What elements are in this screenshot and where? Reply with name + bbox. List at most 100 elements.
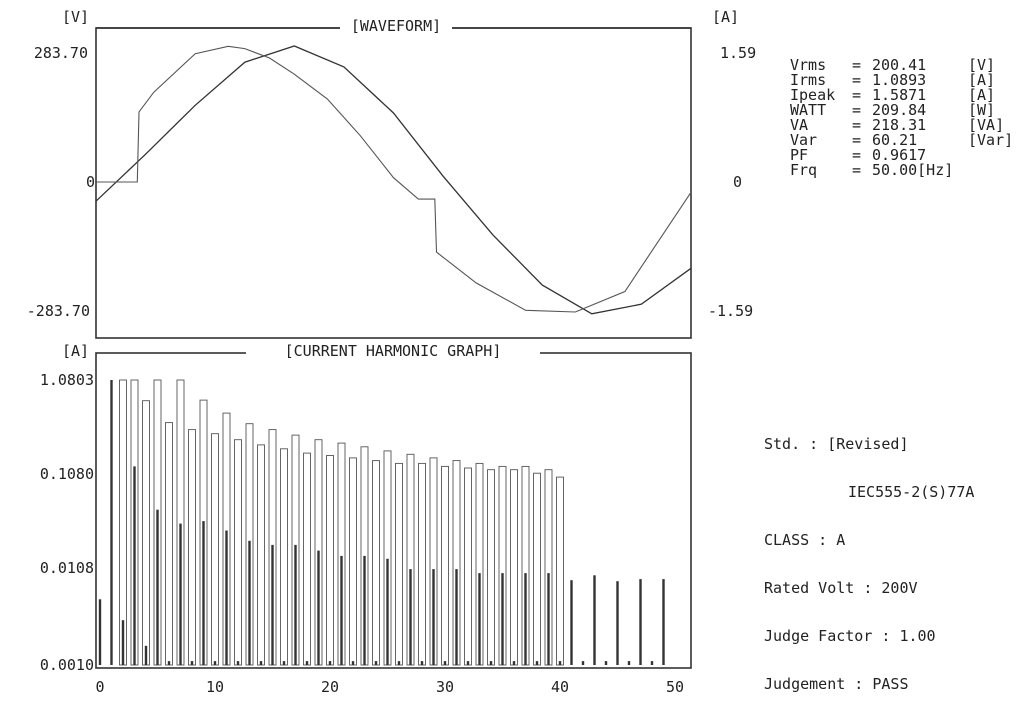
readout-equals: = bbox=[852, 131, 862, 149]
measured-bar bbox=[478, 573, 481, 665]
harmonic-y-tick: 0.0108 bbox=[40, 559, 94, 577]
harmonic-y-tick: 0.1080 bbox=[40, 465, 94, 483]
measured-bar bbox=[98, 599, 102, 665]
waveform-title: [WAVEFORM] bbox=[351, 17, 441, 35]
readout-key: Vrms bbox=[790, 56, 827, 74]
harmonic-bars bbox=[98, 379, 665, 666]
measured-bar bbox=[512, 661, 516, 665]
readout-key: Frq bbox=[790, 161, 818, 179]
measured-bar bbox=[558, 661, 562, 665]
measured-bar bbox=[363, 555, 366, 665]
limit-bar bbox=[418, 462, 426, 666]
measured-bar bbox=[489, 661, 493, 665]
harmonic-y-tick: 0.0010 bbox=[40, 656, 94, 674]
readout-row: VA = 218.31 [VA] bbox=[790, 118, 1013, 133]
judgement-block: Std. : [Revised] IEC555-2(S)77A CLASS : … bbox=[764, 404, 974, 708]
readout-value: 218.31 bbox=[872, 116, 927, 134]
limit-bar bbox=[533, 472, 541, 666]
limit-bar bbox=[556, 476, 564, 666]
measured-bar bbox=[179, 523, 182, 665]
measured-bar bbox=[535, 661, 539, 665]
measured-bar bbox=[570, 580, 573, 665]
readout-equals: = bbox=[852, 116, 862, 134]
harmonic-x-tick: 30 bbox=[436, 678, 454, 696]
measured-bar bbox=[202, 521, 205, 665]
measured-bar bbox=[294, 544, 297, 665]
harmonic-x-tick: 40 bbox=[551, 678, 569, 696]
readout-value: 0.9617 bbox=[872, 146, 927, 164]
measured-bar bbox=[386, 558, 389, 665]
current-tick-zero: 0 bbox=[733, 173, 742, 191]
voltage-waveform-line bbox=[95, 45, 692, 315]
standard-line: Std. : [Revised] bbox=[764, 435, 909, 453]
limit-bar bbox=[188, 429, 196, 666]
harmonic-y-ticks: 1.0803 0.1080 0.0108 0.0010 bbox=[40, 371, 94, 674]
readout-value: 60.21 bbox=[872, 131, 918, 149]
limit-bar bbox=[372, 460, 380, 666]
measured-bar bbox=[374, 661, 378, 665]
measured-bar bbox=[650, 661, 654, 665]
standard-continuation: IEC555-2(S)77A bbox=[848, 483, 975, 501]
measured-bar bbox=[501, 573, 504, 665]
readout-key: PF bbox=[790, 146, 809, 164]
measured-bar bbox=[581, 661, 585, 665]
limit-bar bbox=[349, 457, 357, 666]
readout-unit: [A] bbox=[968, 86, 996, 104]
measured-bar bbox=[156, 509, 159, 665]
measured-bar bbox=[524, 573, 527, 665]
limit-bar bbox=[303, 452, 311, 666]
harmonic-title-bg bbox=[246, 343, 540, 361]
measured-bar bbox=[466, 661, 470, 665]
readout-equals: = bbox=[852, 146, 862, 164]
measurement-readout: Vrms = 200.41 [V] Irms = 1.0893 [A] Ipeak = 1.5871… bbox=[790, 58, 1013, 178]
readout-key: Var bbox=[790, 131, 818, 149]
readout-row: Ipeak = 1.5871 [A] bbox=[790, 88, 1013, 103]
voltage-tick-max: 283.70 bbox=[34, 44, 88, 62]
waveform-frame bbox=[95, 27, 692, 339]
waveform-left-unit: [V] bbox=[62, 8, 89, 26]
waveform-panel: [WAVEFORM] [V] [A] 283.70 0 -283.70 1.59… bbox=[27, 8, 756, 339]
measured-bar bbox=[351, 661, 355, 665]
measured-bar bbox=[455, 569, 458, 665]
limit-bar bbox=[395, 462, 403, 666]
limit-bar bbox=[510, 469, 518, 666]
limit-bar bbox=[234, 439, 242, 666]
readout-unit: [V] bbox=[968, 56, 996, 74]
limit-bar bbox=[211, 433, 219, 666]
judge-factor-line: Judge Factor : 1.00 bbox=[764, 627, 936, 645]
measured-bar bbox=[236, 661, 240, 665]
readout-equals: = bbox=[852, 86, 862, 104]
limit-bar bbox=[487, 469, 495, 666]
readout-unit: [Var] bbox=[968, 131, 1014, 149]
measured-bar bbox=[225, 530, 228, 665]
measured-bar bbox=[593, 575, 596, 665]
readout-equals: = bbox=[852, 161, 862, 179]
measured-bar bbox=[259, 661, 263, 665]
current-tick-max: 1.59 bbox=[720, 44, 756, 62]
harmonic-frame bbox=[95, 352, 692, 669]
readout-unit: [W] bbox=[968, 101, 996, 119]
harmonic-y-tick: 1.0803 bbox=[40, 371, 94, 389]
readout-row: Vrms = 200.41 [V] bbox=[790, 58, 1013, 73]
harmonic-title: [CURRENT HARMONIC GRAPH] bbox=[285, 342, 502, 360]
measured-bar bbox=[340, 555, 343, 665]
readout-key: WATT bbox=[790, 101, 827, 119]
harmonic-x-tick: 10 bbox=[206, 678, 224, 696]
measured-bar bbox=[627, 661, 631, 665]
readout-row: Var = 60.21 [Var] bbox=[790, 133, 1013, 148]
measured-bar bbox=[547, 573, 550, 665]
measured-bar bbox=[317, 550, 320, 665]
limit-bar bbox=[464, 467, 472, 666]
harmonic-x-ticks: 0 10 20 30 40 50 bbox=[95, 678, 684, 696]
measured-bar bbox=[282, 661, 286, 665]
class-line: CLASS : A bbox=[764, 531, 846, 549]
limit-bar bbox=[142, 400, 150, 666]
readout-row: WATT = 209.84 [W] bbox=[790, 103, 1013, 118]
readout-key: Irms bbox=[790, 71, 827, 89]
readout-row: Irms = 1.0893 [A] bbox=[790, 73, 1013, 88]
measured-bar bbox=[271, 544, 274, 665]
readout-equals: = bbox=[852, 101, 862, 119]
rated-volt-line: Rated Volt : 200V bbox=[764, 579, 918, 597]
limit-bar bbox=[280, 448, 288, 666]
measured-bar bbox=[604, 661, 608, 665]
